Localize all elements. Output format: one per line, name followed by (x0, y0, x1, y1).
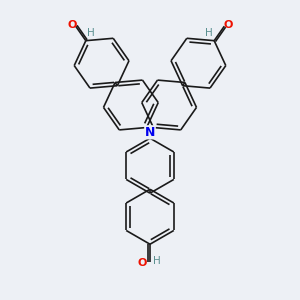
Text: O: O (137, 258, 147, 268)
Text: O: O (224, 20, 233, 30)
Text: H: H (153, 256, 161, 266)
Text: H: H (87, 28, 95, 38)
Text: O: O (67, 20, 76, 30)
Text: H: H (205, 28, 213, 38)
Text: N: N (145, 126, 155, 139)
